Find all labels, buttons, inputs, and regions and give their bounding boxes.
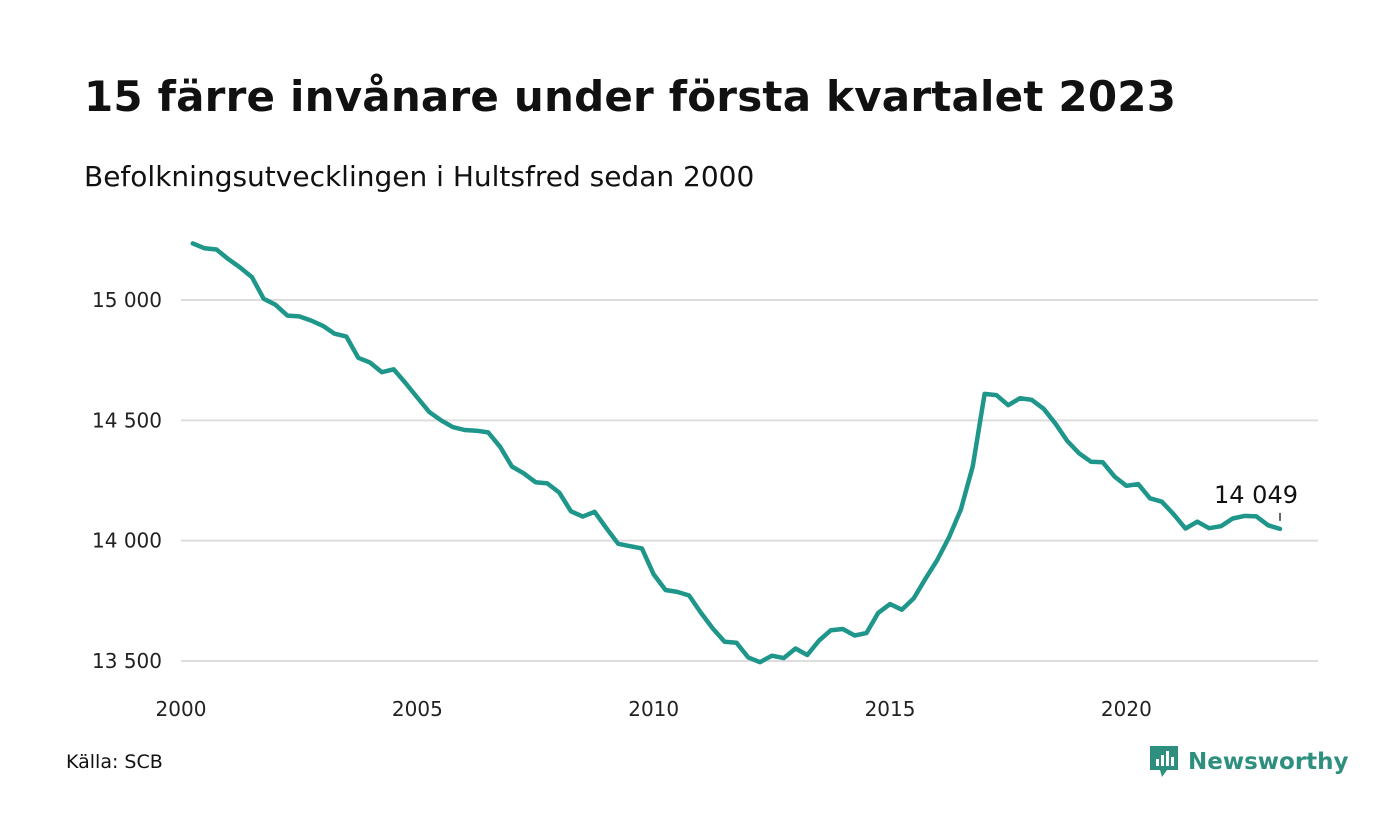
chart-title: 15 färre invånare under första kvartalet…: [84, 72, 1177, 121]
last-value-annotation: 14 049: [1214, 481, 1298, 521]
grid-lines: [181, 299, 1318, 662]
last-value-label: 14 049: [1214, 481, 1298, 509]
y-tick-label: 15 000: [92, 288, 162, 312]
y-tick-label: 14 500: [92, 408, 162, 432]
x-tick-label: 2010: [628, 697, 679, 721]
y-tick-label: 13 500: [92, 649, 162, 673]
x-tick-label: 2005: [392, 697, 443, 721]
y-axis: 13 500 14 000 14 500 15 000: [92, 288, 162, 673]
brand-logo: Newsworthy: [1148, 744, 1349, 780]
series-line: [190, 241, 1283, 665]
source-note: Källa: SCB: [66, 751, 163, 773]
x-tick-label: 2000: [156, 697, 207, 721]
x-tick-label: 2015: [865, 697, 916, 721]
y-tick-label: 14 000: [92, 529, 162, 553]
chart-subtitle: Befolkningsutvecklingen i Hultsfred seda…: [84, 160, 755, 193]
x-tick-label: 2020: [1101, 697, 1152, 721]
x-axis: 2000 2005 2010 2015 2020: [156, 697, 1152, 721]
brand-name: Newsworthy: [1188, 749, 1349, 775]
series-group: [190, 241, 1283, 665]
newsworthy-logo-icon: [1150, 746, 1178, 777]
